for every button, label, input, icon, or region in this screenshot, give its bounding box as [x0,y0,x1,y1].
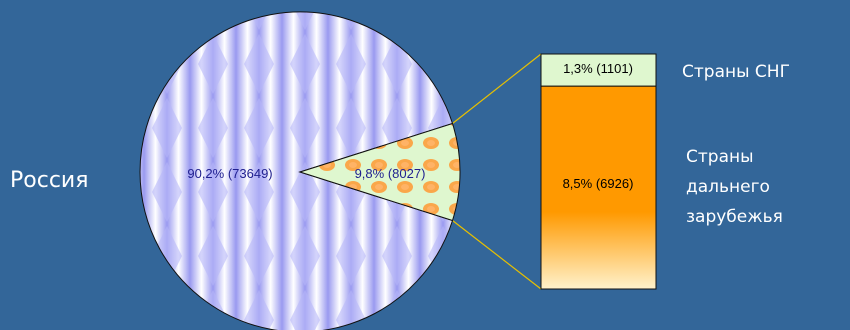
pie-slice-foreign [298,122,461,222]
data-label-foreign: 9,8% (8027) [355,166,426,181]
connector-line-bottom [452,220,542,290]
pie-slice-russia [139,11,454,330]
category-label-far-abroad-line-2: дальнего [686,177,770,197]
category-label-cis: Страны СНГ [682,62,790,82]
category-label-far-abroad-line-1: Страны [686,147,754,167]
data-label-russia: 90,2% (73649) [187,166,272,181]
bar-segment-far-abroad [540,85,657,290]
category-label-far-abroad-line-3: зарубежья [686,207,783,227]
connector-line-top [452,53,542,124]
category-label-russia: Россия [10,168,88,193]
data-label-cis: 1,3% (1101) [563,61,633,76]
bar-segment-cis [540,53,657,87]
data-label-far-abroad: 8,5% (6926) [563,176,634,191]
